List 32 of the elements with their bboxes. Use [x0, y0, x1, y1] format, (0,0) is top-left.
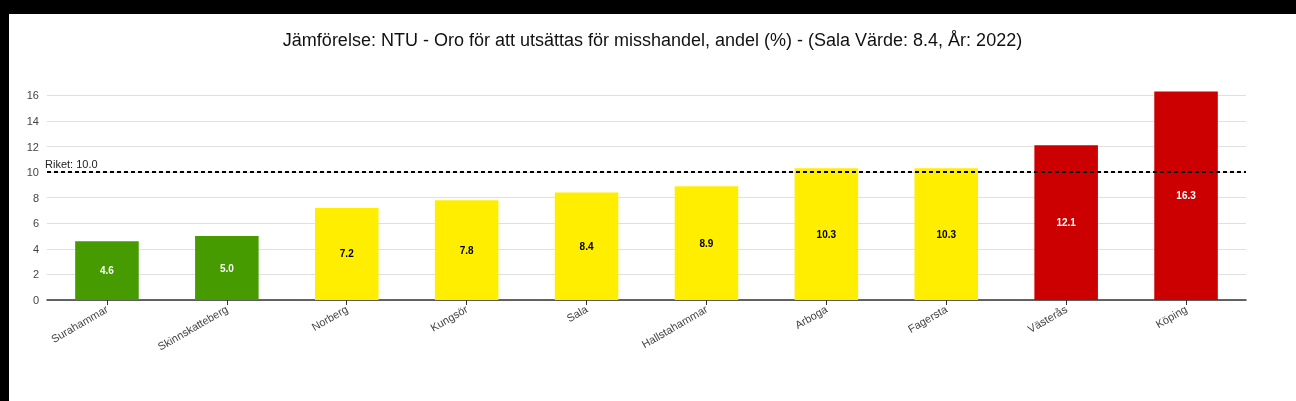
x-tick-label: Sala — [564, 302, 591, 325]
y-tick-label: 0 — [32, 294, 39, 306]
y-tick-label: 8 — [32, 191, 39, 204]
y-tick-label: 16 — [26, 89, 39, 102]
data-label: 7.8 — [459, 244, 475, 256]
bar — [1154, 91, 1218, 300]
data-label: 8.9 — [699, 237, 714, 249]
bar — [75, 241, 139, 300]
bar — [794, 168, 859, 300]
y-tick-label: 12 — [26, 140, 39, 153]
chart-title: Jämförelse: NTU - Oro för att utsättas för misshandel, andel (%) - (Sala Värde: 8.4, År: 2022) — [282, 30, 1023, 50]
bar — [914, 168, 979, 300]
data-label: 7.2 — [339, 248, 355, 260]
data-label: 16.3 — [1176, 190, 1197, 202]
data-label: 8.4 — [579, 240, 594, 252]
data-label: 10.3 — [816, 228, 837, 240]
data-label: 5.0 — [219, 262, 235, 274]
bar — [434, 200, 499, 300]
data-label: 4.6 — [100, 265, 115, 277]
y-tick-label: 2 — [32, 268, 39, 281]
bar — [674, 186, 739, 300]
y-tick-label: 14 — [26, 114, 39, 127]
y-tick-label: 6 — [32, 217, 39, 230]
y-tick-label: 10 — [26, 166, 39, 179]
bar — [554, 192, 619, 300]
data-label: 10.3 — [936, 228, 957, 240]
data-label: 12.1 — [1056, 217, 1077, 229]
ref-line-label: Riket: 10.0 — [45, 157, 98, 170]
bar — [195, 236, 259, 300]
bar — [314, 207, 379, 300]
bar — [1034, 145, 1098, 300]
y-tick-label: 4 — [32, 242, 39, 255]
